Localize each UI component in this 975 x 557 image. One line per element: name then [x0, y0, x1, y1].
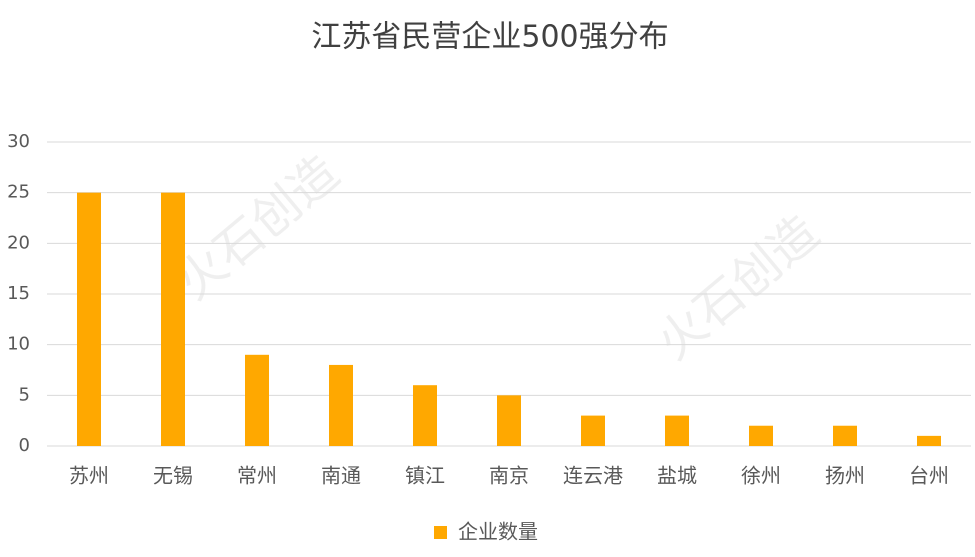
y-tick-label: 20: [7, 232, 30, 253]
bar: [77, 192, 101, 446]
bar: [665, 415, 689, 446]
bar: [161, 192, 185, 446]
legend-label: 企业数量: [458, 520, 538, 544]
y-tick-label: 15: [7, 283, 30, 304]
watermark: 火石创造: [647, 205, 830, 371]
y-tick-label: 10: [7, 334, 30, 355]
bar: [497, 395, 521, 446]
bar: [749, 425, 773, 446]
x-tick-label: 镇江: [405, 464, 445, 488]
bar: [833, 425, 857, 446]
bar: [917, 435, 941, 446]
chart-title: 江苏省民营企业500强分布: [311, 20, 668, 55]
bar: [413, 385, 437, 446]
y-tick-label: 25: [7, 182, 30, 203]
bar: [245, 354, 269, 446]
x-tick-label: 南京: [489, 464, 529, 488]
x-tick-label: 连云港: [563, 464, 623, 488]
x-tick-label: 扬州: [825, 464, 865, 488]
watermark: 火石创造: [167, 145, 350, 311]
x-tick-label: 南通: [321, 464, 361, 488]
y-tick-label: 30: [7, 131, 30, 152]
x-tick-label: 台州: [909, 464, 949, 488]
x-tick-label: 苏州: [69, 464, 109, 488]
y-tick-label: 5: [19, 384, 30, 405]
y-tick-label: 0: [19, 435, 30, 456]
legend-swatch: [434, 526, 447, 539]
x-tick-label: 无锡: [153, 464, 193, 488]
x-tick-label: 徐州: [741, 464, 781, 488]
x-tick-label: 常州: [237, 464, 277, 488]
bar: [581, 415, 605, 446]
x-tick-label: 盐城: [657, 464, 697, 488]
bar: [329, 364, 353, 446]
